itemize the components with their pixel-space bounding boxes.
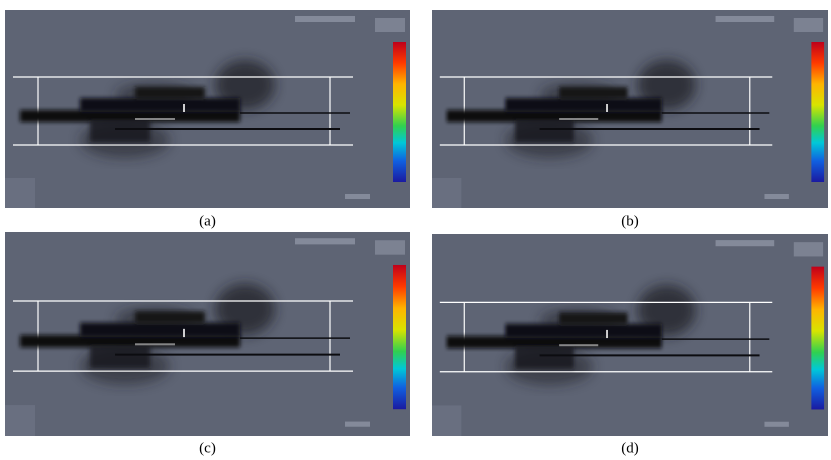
scene [5,232,410,436]
lower-deck [90,345,150,368]
hull [20,335,240,348]
corner-shade [432,405,462,436]
superstructure [559,87,628,99]
highlight [135,118,175,120]
smoke [637,60,696,110]
scene [5,10,410,208]
corner-shade [5,405,35,436]
panel-caption: (b) [621,213,639,229]
lower-deck [515,120,574,142]
highlight [606,104,608,112]
colorbar [811,266,825,410]
superstructure [80,98,240,112]
superstructure [559,312,628,325]
hud-text-block [375,240,405,255]
hud-text-block [764,421,789,427]
hull [20,110,240,122]
superstructure [135,87,205,99]
hull [446,336,662,349]
hud-text-block [793,242,824,257]
superstructure [135,311,205,324]
screenshot-panel [432,234,828,436]
highlight [606,329,608,339]
smoke [215,60,275,110]
hud-text-block [715,16,775,22]
colorbar [811,42,825,182]
highlight [183,104,185,112]
hud-text-block [764,194,789,199]
smoke [637,285,696,337]
panel-caption: (c) [199,440,216,456]
superstructure [505,98,662,112]
colorbar [393,264,406,410]
corner-shade [5,178,35,208]
highlight [135,343,175,346]
hud-text-block [793,18,824,32]
hud-text-block [715,240,775,247]
scene [432,234,828,436]
highlight [183,328,185,338]
lower-deck [90,120,150,142]
hud-text-block [345,194,370,199]
screenshot-panel [5,232,410,436]
corner-shade [432,178,462,208]
hull [446,110,662,122]
lower-deck [515,346,574,369]
superstructure [505,323,662,339]
hud-text-block [375,18,405,32]
highlight [559,344,599,347]
smoke [215,283,275,336]
scene [432,10,828,208]
colorbar [393,42,406,182]
hud-text-block [295,16,355,22]
screenshot-panel [432,10,828,208]
hud-text-block [345,421,370,427]
screenshot-panel [5,10,410,208]
panel-caption: (a) [199,213,216,229]
hud-text-block [295,238,355,245]
panel-caption: (d) [621,440,639,456]
highlight [559,118,599,120]
superstructure [80,322,240,338]
